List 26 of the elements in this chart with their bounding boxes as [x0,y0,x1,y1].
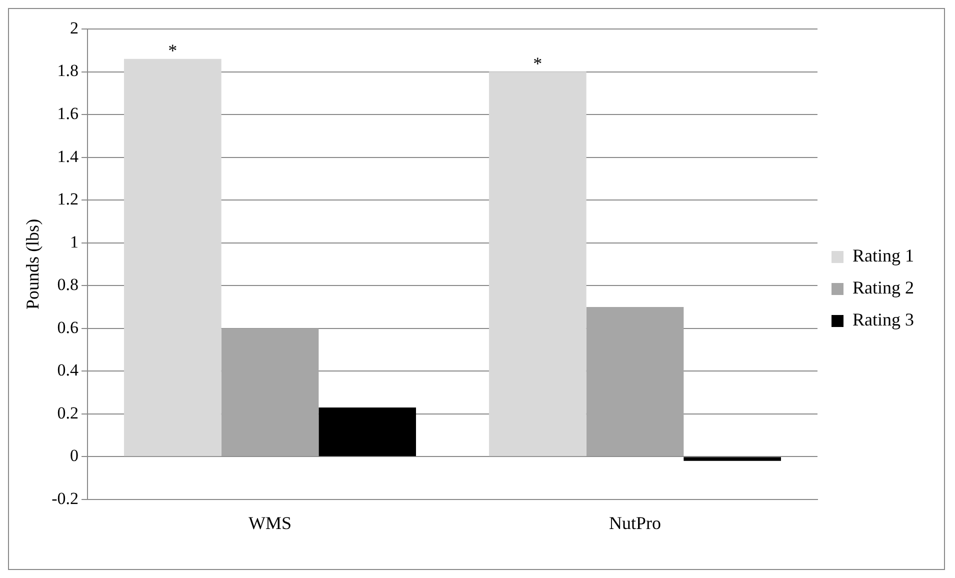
bar [318,407,416,456]
bar [684,457,782,461]
y-tick-label: 0 [70,446,79,466]
annotation: * [533,54,542,74]
annotation: * [168,40,178,61]
x-tick-label: WMS [248,512,292,533]
y-tick-label: 1.4 [57,146,80,166]
y-tick-label: 0.6 [57,318,79,337]
bar [221,328,319,456]
legend-label: Rating 1 [852,246,914,266]
bar [489,72,586,456]
y-tick-label: 0.8 [57,275,79,294]
bar [586,306,684,456]
y-axis-title: Pounds (lbs) [22,218,43,310]
bar [124,58,222,456]
y-tick-label: 2 [70,18,79,38]
y-tick-label: -0.2 [52,488,79,508]
y-tick-label: 0.2 [57,403,79,422]
y-tick-label: 1.8 [57,61,79,80]
y-tick-label: 1 [70,232,79,252]
x-tick-label: NutPro [608,512,662,533]
y-tick-label: 0.4 [57,360,80,380]
legend-label: Rating 2 [852,278,914,298]
y-tick-label: 1.2 [57,190,79,209]
y-tick-label: 1.6 [57,104,79,123]
legend-label: Rating 3 [852,310,914,330]
